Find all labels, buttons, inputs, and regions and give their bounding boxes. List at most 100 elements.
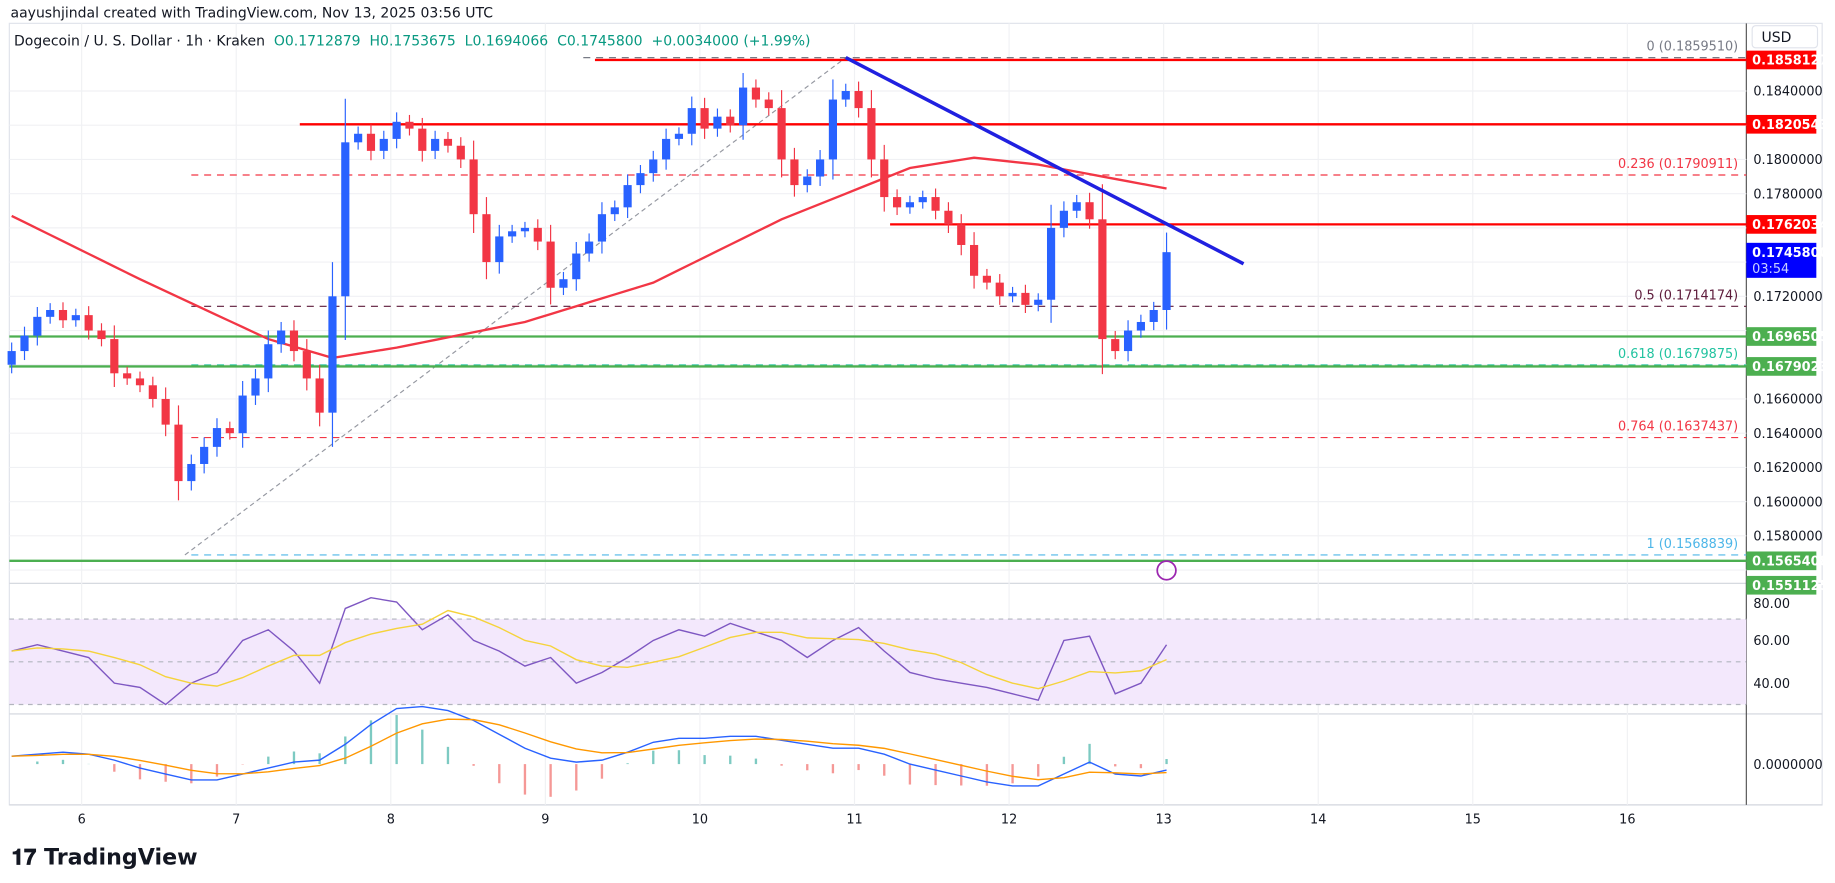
macd-histogram-bar: [985, 764, 989, 786]
macd-histogram-bar: [318, 753, 321, 765]
candle-body: [854, 90, 863, 109]
lightning-icon: [1156, 560, 1177, 581]
y-tick-label: 0.1580000: [1753, 530, 1822, 545]
candle-body: [379, 138, 388, 151]
candle-body: [123, 373, 132, 379]
candle-body: [905, 202, 914, 208]
macd-line: [11, 705, 1167, 787]
macd-histogram-bar: [754, 758, 758, 765]
candle-body: [418, 128, 427, 151]
rsi-line: [11, 597, 1168, 706]
candle-body: [803, 176, 812, 186]
macd-histogram-bar: [600, 764, 604, 779]
macd-histogram-bar: [729, 755, 732, 765]
macd-histogram-bar: [652, 750, 655, 765]
change-value: +0.0034000 (+1.99%): [651, 32, 811, 49]
x-tick-label: 10: [692, 813, 708, 828]
macd-histogram-bar: [857, 764, 860, 771]
candle-body: [1111, 339, 1120, 352]
level-price-tag: 0.1820543: [1752, 118, 1828, 133]
macd-histogram-bar: [446, 746, 450, 765]
level-price-tag: 0.1858127: [1752, 54, 1828, 69]
candle-body: [546, 241, 555, 288]
candle-body: [1136, 321, 1145, 331]
candle-body: [982, 275, 991, 283]
macd-histogram-bar: [498, 764, 501, 784]
macd-histogram-bar: [344, 736, 347, 765]
candle-body: [456, 145, 465, 160]
candle-body: [649, 159, 658, 174]
candle-body: [931, 197, 940, 211]
candle-body: [277, 330, 286, 345]
candle-body: [944, 210, 953, 225]
fib-level-label: 0.618 (0.1679875): [1618, 347, 1738, 362]
candle-body: [790, 159, 799, 186]
candle-body: [508, 231, 517, 237]
moving-average-line: [11, 156, 1167, 360]
fib-level-label: 0.764 (0.1637437): [1618, 420, 1738, 435]
candle-body: [739, 87, 748, 126]
macd-histogram-bar: [1062, 756, 1066, 765]
candle-body: [33, 316, 42, 336]
macd-histogram-bar: [215, 764, 219, 777]
candle-body: [110, 339, 119, 374]
candle-body: [687, 108, 696, 134]
candle-body: [636, 173, 645, 186]
candle-body: [482, 214, 491, 263]
macd-histogram-bar: [267, 756, 270, 765]
candle-body: [1034, 299, 1043, 305]
x-tick-label: 16: [1619, 813, 1635, 828]
macd-histogram-bar: [1011, 764, 1014, 784]
candle-body: [443, 138, 453, 146]
symbol-name[interactable]: Dogecoin / U. S. Dollar · 1h · Kraken: [13, 32, 265, 49]
candle-body: [238, 395, 247, 434]
macd-histogram-bar: [190, 764, 193, 784]
candle-body: [585, 241, 594, 254]
candle-body: [726, 116, 735, 126]
rsi-ma-line: [11, 609, 1167, 690]
macd-histogram-bar: [626, 763, 629, 765]
last-price-tag-bg: [1746, 242, 1817, 278]
candle-body: [816, 159, 825, 177]
trend-line: [844, 56, 1245, 266]
currency-label: USD: [1762, 30, 1792, 46]
candle-body: [777, 108, 786, 160]
x-tick-label: 9: [541, 813, 549, 828]
macd-histogram-bar: [164, 764, 167, 782]
y-tick-label: 0.1660000: [1753, 393, 1822, 408]
candle-body: [700, 108, 709, 129]
macd-histogram-bar: [472, 764, 475, 766]
fib-level-label: 1 (0.1568839): [1647, 537, 1739, 552]
rsi-tick-label: 60.00: [1753, 634, 1790, 649]
level-price-tag: 0.1565408: [1752, 554, 1828, 569]
candle-body: [713, 116, 722, 129]
candle-body: [867, 108, 876, 160]
macd-histogram-bar: [395, 715, 398, 765]
level-price-tag-bg: [1746, 50, 1817, 70]
fib-level-label: 0.236 (0.1790911): [1618, 157, 1738, 172]
y-tick-label: 0.1720000: [1753, 290, 1822, 305]
close-value: C0.1745800: [557, 32, 643, 49]
macd-histogram-bar: [138, 764, 142, 780]
candle-body: [880, 159, 889, 198]
candle-body: [764, 99, 773, 109]
last-price-tag: 0.1745800: [1752, 246, 1828, 261]
x-tick-label: 8: [387, 813, 395, 828]
candle-body: [161, 398, 170, 425]
candle-body: [623, 185, 632, 208]
y-tick-label: 0.1620000: [1753, 461, 1822, 476]
candle-body: [957, 224, 966, 245]
candle-body: [405, 121, 414, 129]
candle-body: [341, 142, 350, 297]
candle-body: [1059, 210, 1068, 228]
low-value: L0.1694066: [464, 32, 549, 49]
macd-histogram-bar: [113, 764, 116, 772]
y-tick-label: 0.1640000: [1753, 427, 1822, 442]
candle-body: [148, 385, 157, 399]
level-price-tag-bg: [1746, 551, 1817, 571]
candle-body: [20, 335, 29, 352]
candle-body: [200, 446, 209, 464]
macd-histogram-bar: [549, 764, 552, 797]
high-value: H0.1753675: [369, 32, 456, 49]
